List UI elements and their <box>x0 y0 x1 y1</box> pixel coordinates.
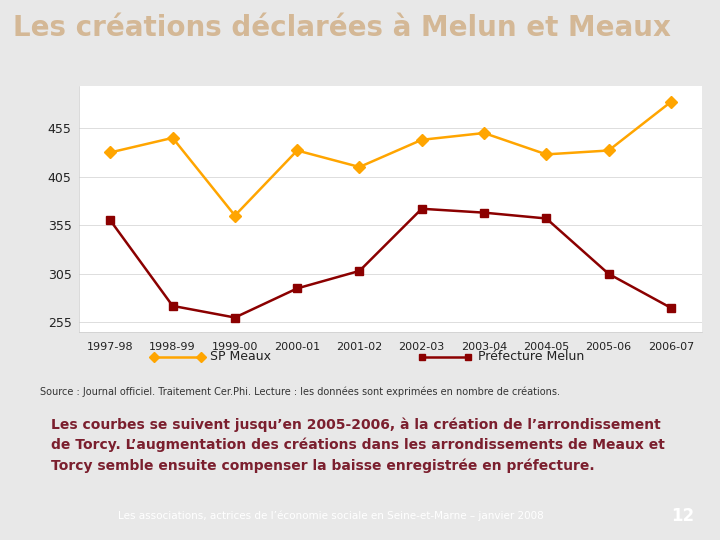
Text: 12: 12 <box>672 507 695 525</box>
Text: Les courbes se suivent jusqu’en 2005-2006, à la création de l’arrondissement
de : Les courbes se suivent jusqu’en 2005-200… <box>51 417 665 472</box>
Text: Les créations déclarées à Melun et Meaux: Les créations déclarées à Melun et Meaux <box>13 14 671 42</box>
Text: Les associations, actrices de l’économie sociale en Seine-et-Marne – janvier 200: Les associations, actrices de l’économie… <box>118 511 544 522</box>
Text: Préfecture Melun: Préfecture Melun <box>478 350 584 363</box>
Text: Source : Journal officiel. Traitement Cer.Phi. Lecture : les données sont exprim: Source : Journal officiel. Traitement Ce… <box>40 387 559 397</box>
Text: SP Meaux: SP Meaux <box>210 350 271 363</box>
